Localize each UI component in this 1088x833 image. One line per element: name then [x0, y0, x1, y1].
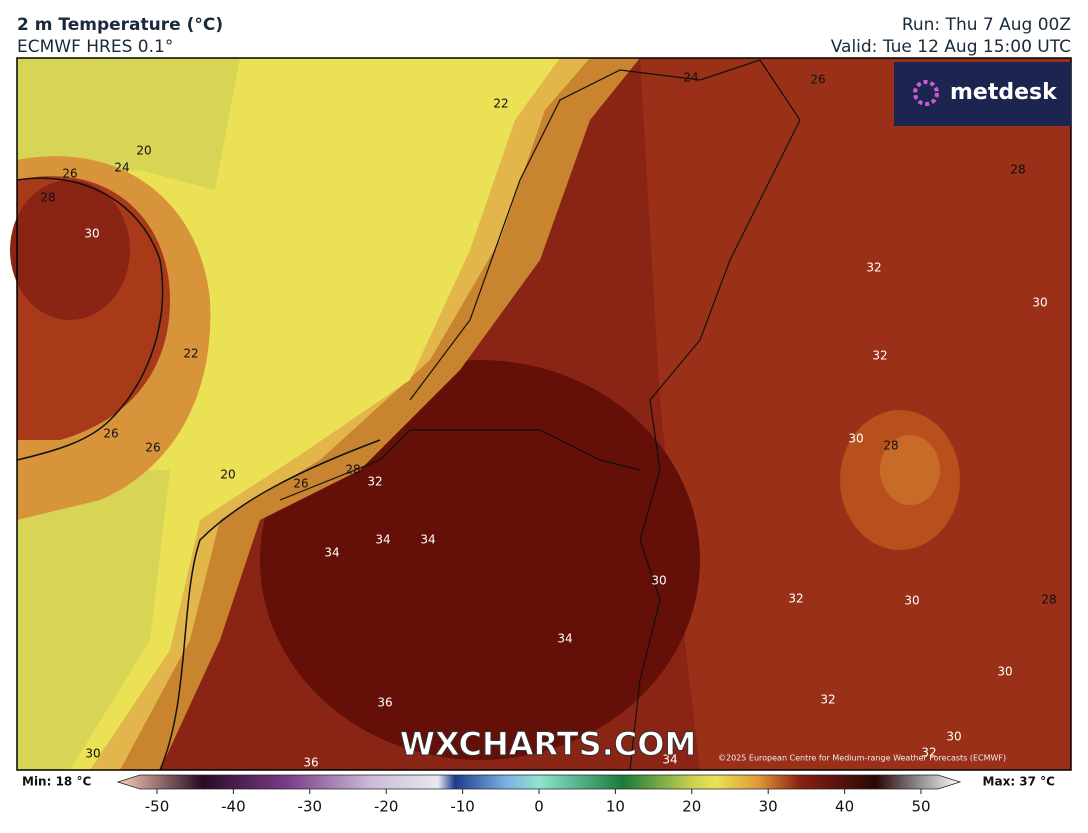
logo-icon	[913, 80, 939, 106]
valid-time: Valid: Tue 12 Aug 15:00 UTC	[831, 37, 1071, 57]
contour-label: 22	[493, 97, 508, 111]
colorbar-tick-label: 40	[835, 798, 854, 816]
colorbar	[116, 774, 962, 790]
contour-label: 32	[367, 475, 382, 489]
contour-label: 34	[662, 753, 677, 767]
colorbar-tick-label: 50	[911, 798, 930, 816]
contour-label: 28	[1041, 593, 1056, 607]
map	[10, 57, 1072, 771]
contour-label: 28	[345, 463, 360, 477]
contour-label: 20	[220, 468, 235, 482]
contour-label: 34	[557, 632, 572, 646]
colorbar-tick-label: -20	[374, 798, 399, 816]
contour-label: 26	[293, 477, 308, 491]
contour-label: 32	[788, 592, 803, 606]
contour-label: 30	[84, 227, 99, 241]
subtitle: ECMWF HRES 0.1°	[17, 37, 173, 57]
colorbar-tick-label: 20	[682, 798, 701, 816]
colorbar-tick-label: 30	[759, 798, 778, 816]
contour-label: 26	[810, 73, 825, 87]
contour-label: 28	[1010, 163, 1025, 177]
contour-label: 24	[114, 161, 129, 175]
contour-label: 36	[303, 756, 318, 770]
contour-label: 30	[85, 747, 100, 761]
contour-label: 28	[883, 439, 898, 453]
contour-label: 34	[375, 533, 390, 547]
contour-label: 30	[997, 665, 1012, 679]
contour-label: 28	[40, 191, 55, 205]
contour-label: 26	[145, 441, 160, 455]
colorbar-tick-label: -40	[221, 798, 246, 816]
contour-label: 30	[904, 594, 919, 608]
contour-label: 32	[866, 261, 881, 275]
contour-label: 36	[377, 696, 392, 710]
contour-label: 32	[921, 746, 936, 760]
contour-label: 30	[946, 730, 961, 744]
contour-label: 32	[820, 693, 835, 707]
colorbar-ticks: -50 -40 -30 -20 -10 0 10 20 30 40 50	[145, 789, 931, 816]
colorbar-min: Min: 18 °C	[22, 775, 91, 789]
contour-label: 26	[103, 427, 118, 441]
colorbar-tick-label: -10	[450, 798, 475, 816]
colorbar-max: Max: 37 °C	[983, 775, 1056, 789]
logo-box	[894, 62, 1071, 126]
contour-label: 30	[848, 432, 863, 446]
contour-label: 34	[324, 546, 339, 560]
run-time: Run: Thu 7 Aug 00Z	[902, 15, 1071, 35]
contour-label: 26	[62, 167, 77, 181]
contour-label: 20	[136, 144, 151, 158]
copyright: ©2025 European Centre for Medium-range W…	[718, 754, 1006, 763]
logo: metdesk	[950, 80, 1058, 105]
colorbar-tick-label: -30	[298, 798, 323, 816]
colorbar-tick-label: 0	[534, 798, 544, 816]
contour-label: 32	[872, 349, 887, 363]
contour-label: 22	[183, 347, 198, 361]
contour-label: 30	[1032, 296, 1047, 310]
watermark: WXCHARTS.COM	[400, 725, 697, 763]
title: 2 m Temperature (°C)	[17, 15, 223, 35]
contour-label: 24	[683, 71, 698, 85]
colorbar-tick-label: 10	[606, 798, 625, 816]
contour-label: 34	[420, 533, 435, 547]
contour-labels: 20 24 26 28 30 22 26 26 20 26 28 32 34 34 34 22 24 26 28 32…	[40, 71, 1056, 770]
contour-label: 30	[651, 574, 666, 588]
colorbar-tick-label: -50	[145, 798, 170, 816]
